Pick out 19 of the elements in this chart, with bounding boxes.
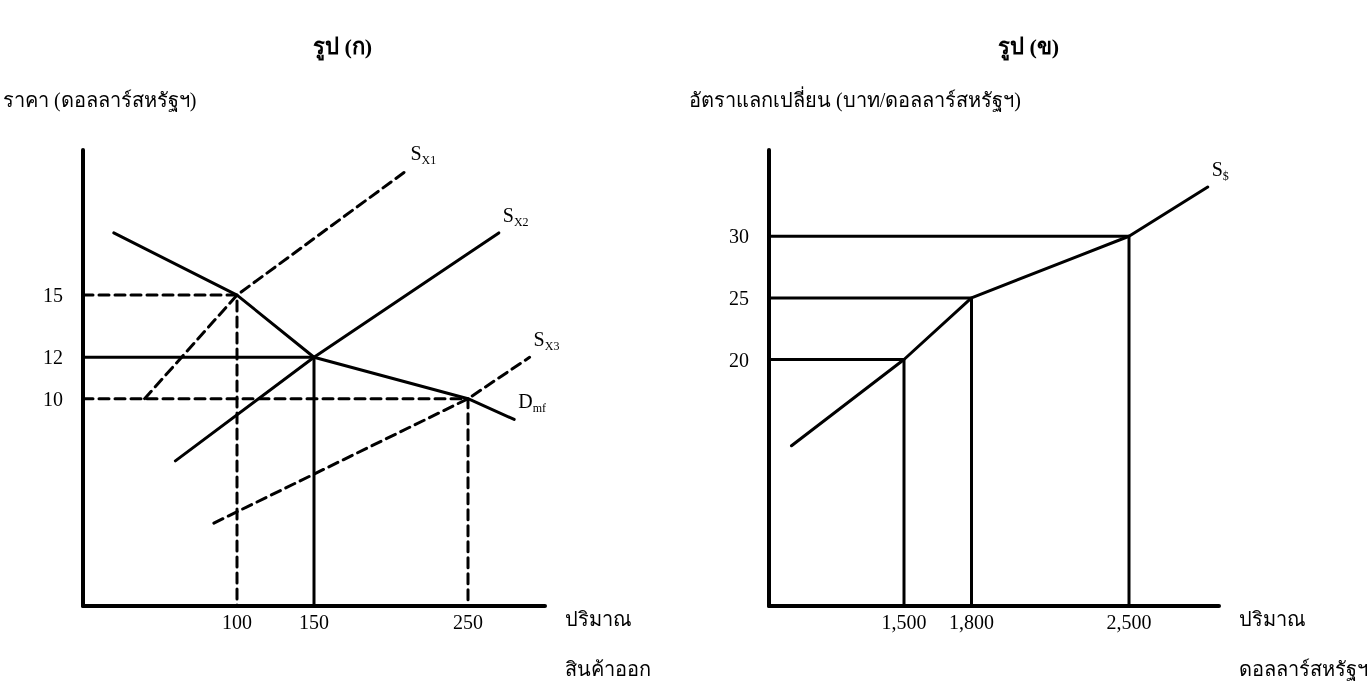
x-tick-label: 2,500 [1106,611,1152,633]
text: ปริมาณ ดอลลาร์สหรัฐฯ [1239,608,1368,680]
x-tick-label: 1,500 [881,611,927,633]
y-tick-label: 12 [43,346,63,369]
y-axis-title: อัตราแลกเปลี่ยน (บาท/ดอลลาร์สหรัฐฯ) [689,86,1021,112]
y-tick-label: 15 [43,284,63,307]
y-tick-label: 25 [729,286,749,309]
x-tick-label: 150 [299,611,329,633]
text: ปริมาณ สินค้าออก [565,608,651,680]
y-tick-label: 20 [729,348,749,371]
x-tick-label: 250 [453,611,483,633]
y-tick-label: 30 [729,225,749,248]
y-tick-label: 10 [43,387,63,410]
y-axis-title: ราคา (ดอลลาร์สหรัฐฯ) [3,89,197,112]
series-label: S$ [1211,157,1229,183]
x-tick-label: 1,800 [949,611,994,633]
chart-title: รูป (ข) [997,33,1060,61]
chart-title: รูป (ก) [312,33,373,61]
x-tick-label: 100 [222,611,252,633]
